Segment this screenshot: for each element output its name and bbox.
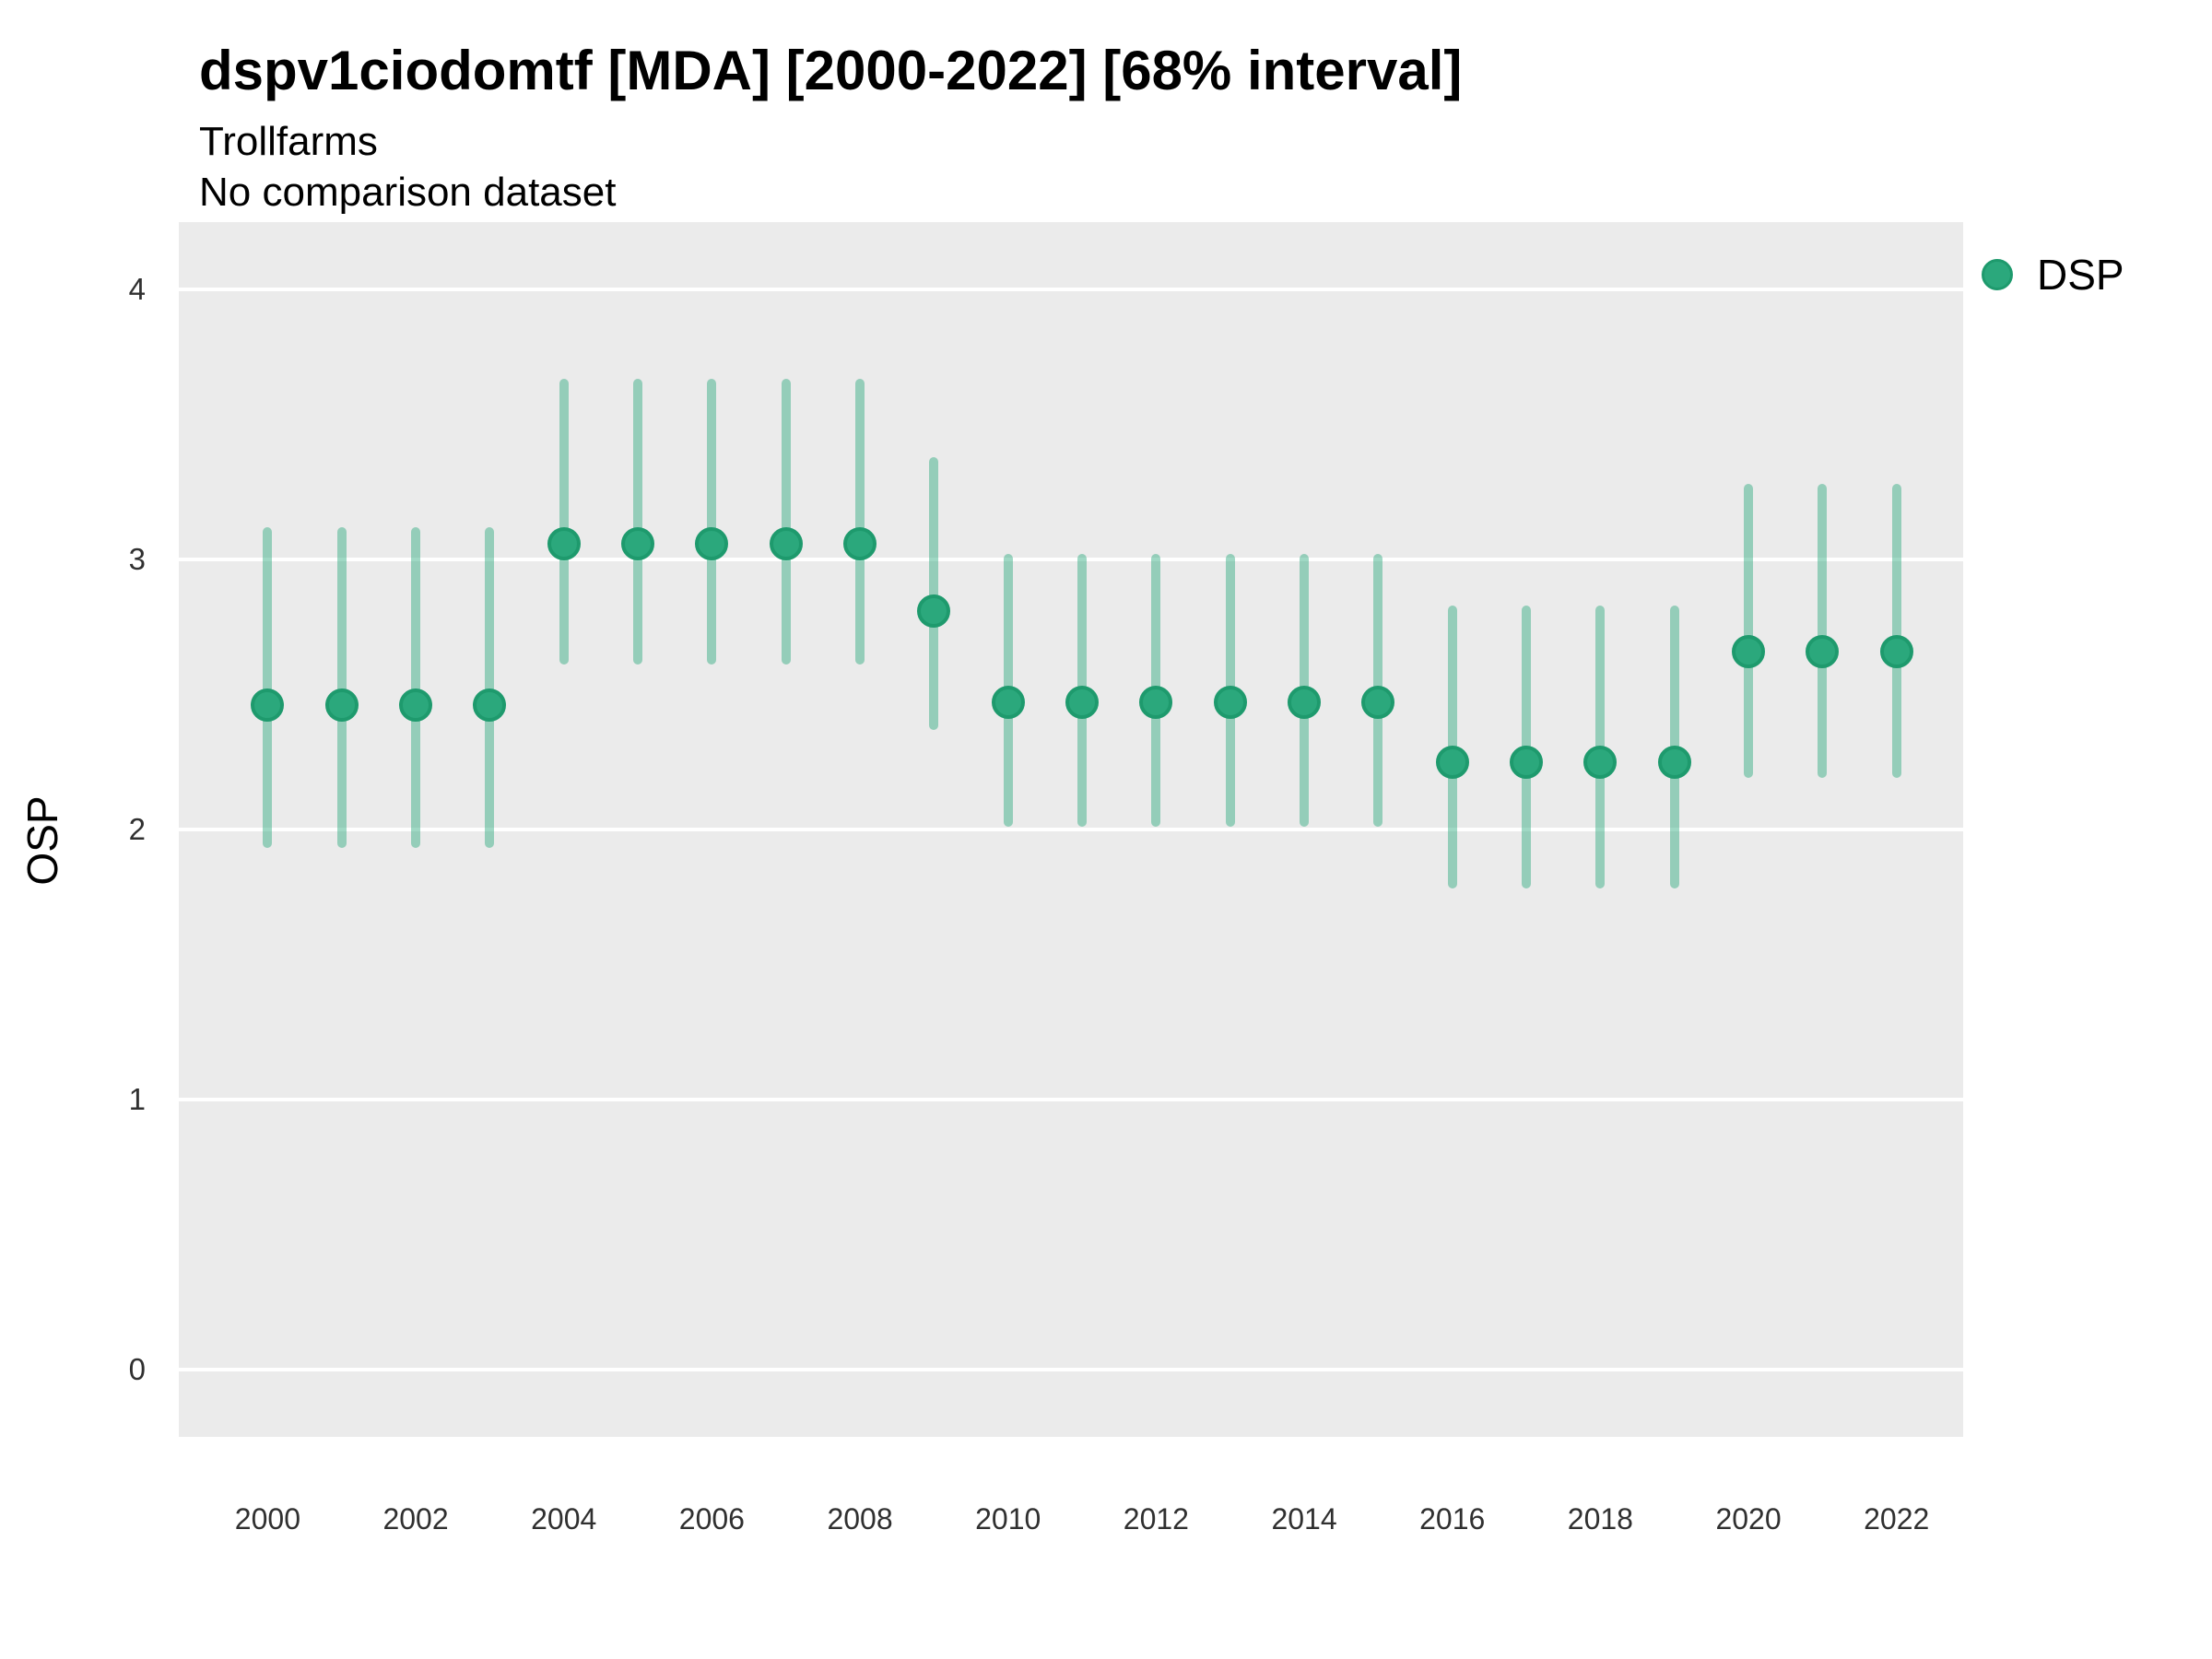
plot-panel (179, 222, 1963, 1437)
x-tick-label: 2010 (975, 1502, 1041, 1535)
x-tick-label: 2000 (234, 1502, 300, 1535)
data-point (324, 688, 359, 723)
x-tick-label: 2022 (1864, 1502, 1930, 1535)
x-tick-label: 2020 (1715, 1502, 1782, 1535)
data-point (1435, 745, 1469, 779)
interval-bar (559, 378, 569, 665)
y-tick-label: 0 (128, 1351, 146, 1386)
y-tick-label: 1 (128, 1081, 146, 1116)
x-tick-label: 2016 (1419, 1502, 1486, 1535)
data-point (621, 526, 655, 560)
interval-bar (781, 378, 791, 665)
comparison-note: No comparison dataset (199, 170, 617, 215)
interval-bar (707, 378, 717, 665)
gridline-y-0 (179, 1367, 1963, 1371)
data-point (695, 526, 729, 560)
x-tick-label: 2012 (1123, 1502, 1189, 1535)
legend-dsp-marker-icon (1982, 259, 2013, 290)
interval-bar (263, 526, 273, 849)
interval-bar (1891, 484, 1901, 779)
gridline-y-3 (179, 558, 1963, 562)
y-tick-label: 4 (128, 272, 146, 307)
gridline-y-2 (179, 828, 1963, 831)
data-point (1361, 686, 1395, 720)
interval-bar (929, 456, 939, 730)
y-tick-label: 2 (128, 812, 146, 846)
interval-bar (1744, 484, 1754, 779)
data-point (473, 688, 507, 723)
data-point (1288, 686, 1322, 720)
chart-subtitle: Trollfarms (199, 119, 378, 164)
chart-title: dspv1ciodomtf [MDA] [2000-2022] [68% int… (199, 40, 1463, 101)
x-tick-label: 2006 (678, 1502, 745, 1535)
gridline-y-1 (179, 1097, 1963, 1101)
interval-bar (633, 378, 643, 665)
legend: DSP (1982, 245, 2124, 304)
data-point (1657, 745, 1691, 779)
data-point (399, 688, 433, 723)
interval-bar (1818, 484, 1828, 779)
interval-bar (485, 526, 495, 849)
data-point (1879, 634, 1913, 668)
data-point (547, 526, 581, 560)
data-point (769, 526, 803, 560)
legend-dsp-label: DSP (2037, 251, 2124, 299)
y-tick-label: 3 (128, 542, 146, 577)
x-tick-label: 2002 (382, 1502, 449, 1535)
interval-bar (336, 526, 347, 849)
data-point (917, 594, 951, 628)
data-point (1213, 686, 1247, 720)
data-point (1732, 634, 1766, 668)
data-point (991, 686, 1025, 720)
x-tick-label: 2004 (531, 1502, 597, 1535)
x-tick-label: 2018 (1567, 1502, 1633, 1535)
data-point (1139, 686, 1173, 720)
data-point (1510, 745, 1544, 779)
interval-bar (855, 378, 865, 665)
data-point (251, 688, 285, 723)
gridline-y-4 (179, 288, 1963, 292)
data-point (1065, 686, 1100, 720)
x-tick-label: 2014 (1271, 1502, 1337, 1535)
data-point (1806, 634, 1840, 668)
x-tick-label: 2008 (827, 1502, 893, 1535)
data-point (1583, 745, 1618, 779)
data-point (843, 526, 877, 560)
interval-bar (411, 526, 421, 849)
